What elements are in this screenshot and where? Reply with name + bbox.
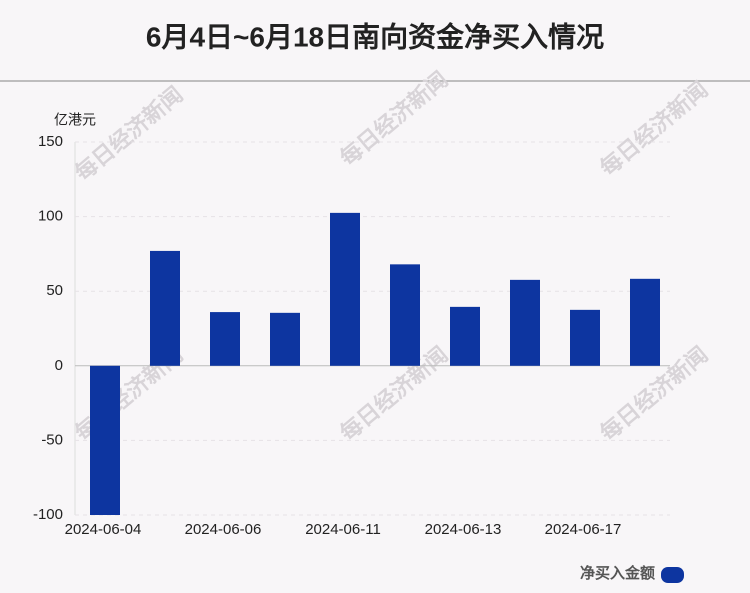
y-tick-label: 50: [46, 282, 63, 299]
x-tick-label: 2024-06-13: [425, 521, 502, 538]
bar: [270, 312, 300, 366]
bar: [450, 306, 480, 366]
y-tick-label: 100: [38, 208, 63, 225]
x-tick-label: 2024-06-11: [305, 521, 381, 538]
legend-label: 净买入金额: [580, 564, 655, 582]
bar: [510, 279, 540, 366]
y-tick-label: -100: [33, 506, 63, 523]
legend-swatch: [661, 567, 684, 583]
x-tick-label: 2024-06-06: [185, 521, 262, 538]
chart-title: 6月4日~6月18日南向资金净买入情况: [146, 20, 604, 52]
bar: [210, 312, 240, 366]
y-tick-label: 150: [38, 133, 63, 150]
bar: [570, 309, 600, 366]
y-axis-label: 亿港元: [54, 112, 96, 128]
bar: [150, 250, 180, 366]
bar: [390, 264, 420, 366]
x-tick-label: 2024-06-17: [545, 521, 622, 538]
x-tick-label: 2024-06-04: [65, 521, 142, 538]
bar: [330, 212, 360, 366]
y-tick-label: -50: [41, 431, 63, 448]
bar: [630, 278, 660, 366]
bar: [90, 365, 120, 515]
y-tick-label: 0: [55, 357, 63, 374]
